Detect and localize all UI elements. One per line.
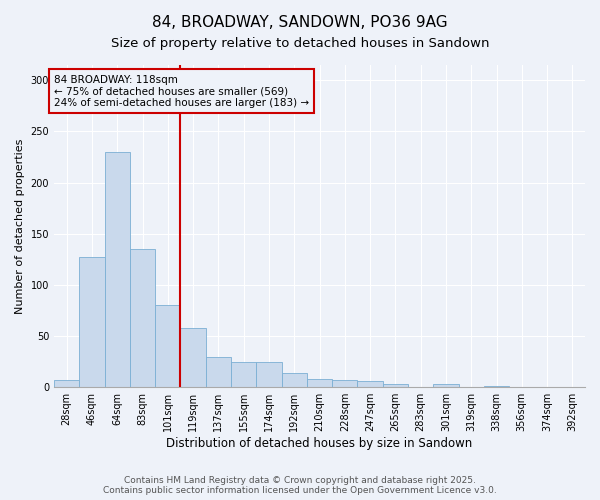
Bar — [181, 328, 206, 387]
Bar — [54, 380, 79, 387]
Bar — [79, 258, 104, 387]
X-axis label: Distribution of detached houses by size in Sandown: Distribution of detached houses by size … — [166, 437, 473, 450]
Bar — [484, 386, 509, 387]
Bar — [307, 379, 332, 387]
Bar — [383, 384, 408, 387]
Text: Contains HM Land Registry data © Crown copyright and database right 2025.
Contai: Contains HM Land Registry data © Crown c… — [103, 476, 497, 495]
Y-axis label: Number of detached properties: Number of detached properties — [15, 138, 25, 314]
Bar — [358, 381, 383, 387]
Text: Size of property relative to detached houses in Sandown: Size of property relative to detached ho… — [111, 38, 489, 51]
Bar — [332, 380, 358, 387]
Bar — [256, 362, 281, 387]
Bar — [231, 362, 256, 387]
Bar — [130, 249, 155, 387]
Bar — [104, 152, 130, 387]
Bar — [155, 306, 181, 387]
Text: 84, BROADWAY, SANDOWN, PO36 9AG: 84, BROADWAY, SANDOWN, PO36 9AG — [152, 15, 448, 30]
Bar — [206, 356, 231, 387]
Text: 84 BROADWAY: 118sqm
← 75% of detached houses are smaller (569)
24% of semi-detac: 84 BROADWAY: 118sqm ← 75% of detached ho… — [54, 74, 309, 108]
Bar — [433, 384, 458, 387]
Bar — [281, 373, 307, 387]
